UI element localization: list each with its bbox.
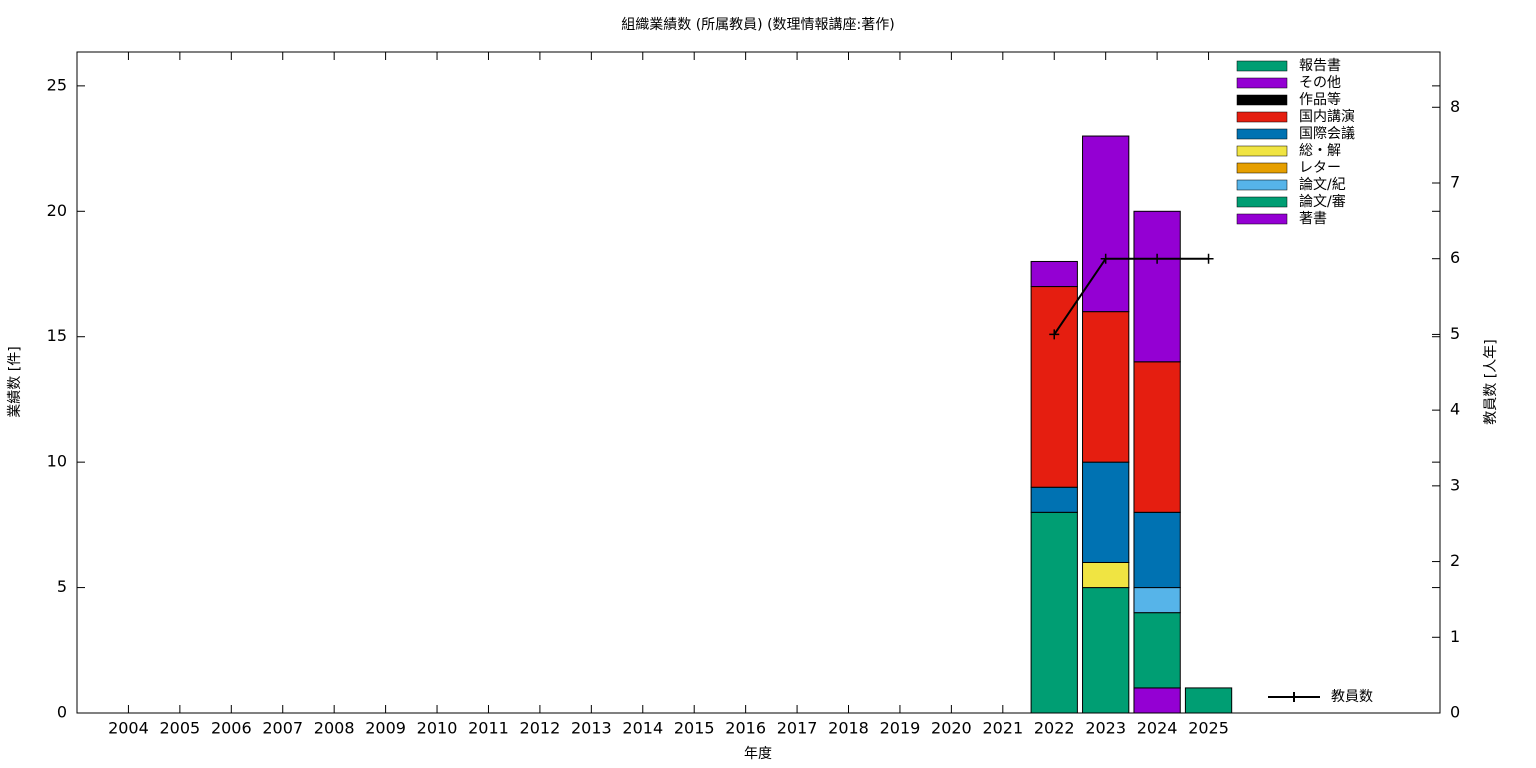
x-tick-label: 2012: [520, 719, 561, 738]
x-tick-label: 2014: [622, 719, 663, 738]
bar-segment: [1133, 210, 1181, 363]
y-axis-label: 業績数 [件]: [7, 346, 23, 417]
legend-label: 著書: [1299, 211, 1327, 227]
y2-axis-label: 教員数 [人年]: [1483, 339, 1499, 424]
line-point: [1203, 253, 1214, 264]
legend-swatch: [1236, 77, 1288, 89]
x-tick-label: 2005: [160, 719, 201, 738]
x-tick-label: 2017: [777, 719, 818, 738]
legend-swatch: [1236, 60, 1288, 72]
legend-label: 論文/紀: [1299, 177, 1346, 193]
legend-swatch: [1236, 145, 1288, 157]
bar-segment: [1030, 286, 1078, 488]
bar-segment: [1133, 361, 1181, 513]
bar-segment: [1184, 687, 1233, 714]
legend-label: 報告書: [1299, 58, 1341, 74]
legend-label: その他: [1299, 75, 1341, 91]
legend-swatch: [1236, 213, 1288, 225]
legend-label: 国際会議: [1299, 125, 1355, 142]
x-tick-label: 2025: [1188, 719, 1229, 738]
legend-label: 作品等: [1299, 91, 1341, 108]
legend-line: [1268, 692, 1320, 702]
bar-segment: [1082, 561, 1130, 589]
y-tick-label: 0: [57, 703, 67, 722]
x-tick-label: 2009: [365, 719, 406, 738]
x-tick-label: 2011: [468, 719, 509, 738]
bar-segment: [1030, 511, 1078, 714]
line-point: [1049, 329, 1060, 340]
legend-swatch: [1236, 162, 1288, 174]
x-tick-label: 2018: [828, 719, 869, 738]
line: [1053, 257, 1209, 335]
x-tick-label: 2022: [1034, 719, 1075, 738]
x-tick-label: 2010: [417, 719, 458, 738]
line-point: [1152, 253, 1163, 264]
line-point: [1100, 253, 1111, 264]
x-tick-label: 2013: [571, 719, 612, 738]
legend-swatch: [1236, 94, 1288, 106]
chart-title: 組織業績数 (所属教員) (数理情報講座:著作): [621, 17, 894, 33]
legend-swatch: [1236, 196, 1288, 208]
y2-tick-label: 6: [1450, 248, 1460, 267]
y2-tick-label: 1: [1450, 627, 1460, 646]
legend-label: レター: [1299, 160, 1341, 176]
x-tick-label: 2007: [262, 719, 303, 738]
y-tick-label: 25: [47, 75, 67, 94]
bar-segment: [1133, 587, 1181, 614]
legend-swatch: [1236, 179, 1288, 191]
bar-segment: [1082, 135, 1130, 313]
x-tick-label: 2015: [674, 719, 715, 738]
x-tick-label: 2023: [1085, 719, 1126, 738]
y-tick-label: 5: [57, 577, 67, 596]
y2-tick-label: 3: [1450, 475, 1460, 494]
legend-swatch: [1236, 128, 1288, 140]
bar-segment: [1133, 511, 1181, 589]
bar-segment: [1030, 260, 1078, 288]
x-tick-label: 2004: [108, 719, 149, 738]
bar-segment: [1133, 687, 1181, 714]
x-tick-label: 2008: [314, 719, 355, 738]
y2-tick-label: 8: [1450, 97, 1460, 116]
y-tick-label: 10: [47, 452, 67, 471]
y2-tick-label: 7: [1450, 172, 1460, 191]
x-axis-label: 年度: [744, 746, 772, 762]
bar-segment: [1082, 587, 1130, 714]
y-tick-label: 20: [47, 201, 67, 220]
bar-segment: [1082, 461, 1130, 563]
y2-tick-label: 5: [1450, 324, 1460, 343]
y-tick-label: 15: [47, 326, 67, 345]
x-tick-label: 2019: [880, 719, 921, 738]
x-tick-label: 2024: [1137, 719, 1178, 738]
legend-label: 総・解: [1299, 143, 1341, 159]
x-tick-label: 2016: [725, 719, 766, 738]
legend-label: 国内講演: [1299, 109, 1355, 125]
y2-tick-label: 4: [1450, 400, 1460, 419]
y2-tick-label: 2: [1450, 551, 1460, 570]
bar-segment: [1133, 612, 1181, 689]
legend-swatch: [1236, 111, 1288, 123]
bar-segment: [1082, 311, 1130, 463]
x-tick-label: 2021: [982, 719, 1023, 738]
y2-tick-label: 0: [1450, 703, 1460, 722]
plot-frame: [76, 51, 1441, 714]
legend-label: 論文/審: [1299, 194, 1346, 210]
legend-label: 教員数: [1331, 689, 1373, 705]
x-tick-label: 2020: [931, 719, 972, 738]
bar-segment: [1030, 486, 1078, 513]
x-tick-label: 2006: [211, 719, 252, 738]
